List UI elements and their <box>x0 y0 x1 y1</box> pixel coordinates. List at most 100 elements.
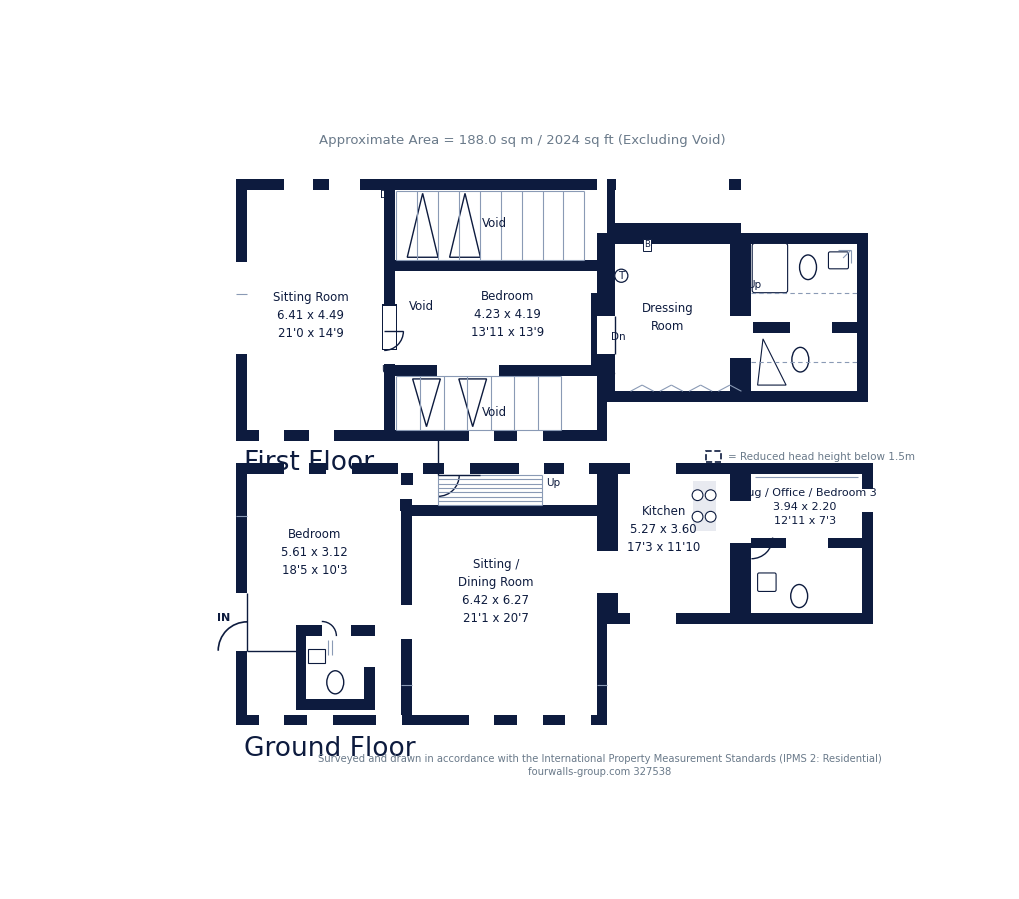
Bar <box>236 262 247 354</box>
Ellipse shape <box>326 671 343 694</box>
Bar <box>236 463 607 725</box>
Bar <box>384 369 394 430</box>
Bar <box>283 463 309 474</box>
Bar <box>364 636 375 667</box>
Text: Up: Up <box>746 280 760 290</box>
Bar <box>306 636 364 699</box>
Bar <box>309 430 334 441</box>
Bar <box>400 473 413 485</box>
Text: fourwalls-group.com 327538: fourwalls-group.com 327538 <box>528 767 671 777</box>
Bar <box>384 191 394 369</box>
Bar <box>296 626 375 710</box>
Text: Bedroom
5.61 x 3.12
18'5 x 10'3: Bedroom 5.61 x 3.12 18'5 x 10'3 <box>281 528 347 576</box>
Bar <box>786 538 827 548</box>
Bar <box>618 474 730 613</box>
Bar <box>564 463 588 474</box>
FancyBboxPatch shape <box>827 252 848 269</box>
Bar <box>517 715 542 725</box>
Ellipse shape <box>799 255 815 280</box>
Text: Surveyed and drawn in accordance with the International Property Measurement Sta: Surveyed and drawn in accordance with th… <box>318 753 880 763</box>
FancyBboxPatch shape <box>757 573 775 592</box>
Bar <box>400 607 412 639</box>
Text: B: B <box>643 240 649 249</box>
Text: Up: Up <box>381 365 395 375</box>
Circle shape <box>704 490 715 501</box>
Bar <box>596 316 620 354</box>
Bar <box>444 463 469 474</box>
Bar <box>412 505 596 516</box>
Bar <box>607 463 740 624</box>
Polygon shape <box>757 339 786 385</box>
Bar <box>394 365 596 376</box>
Bar <box>376 715 401 725</box>
Bar <box>236 180 607 441</box>
Bar <box>400 505 412 605</box>
Bar <box>247 191 596 430</box>
Bar <box>629 613 663 624</box>
Bar <box>751 322 856 333</box>
Bar <box>308 649 324 663</box>
Text: T: T <box>618 271 624 280</box>
Bar <box>328 180 359 191</box>
Polygon shape <box>413 378 440 427</box>
Bar <box>751 245 856 391</box>
Bar <box>326 463 352 474</box>
Text: Void: Void <box>409 300 433 313</box>
Bar <box>614 245 730 391</box>
Bar <box>590 293 596 369</box>
Bar <box>596 180 607 234</box>
Text: Snug / Office / Bedroom 3
3.94 x 2.20
12'11 x 7'3: Snug / Office / Bedroom 3 3.94 x 2.20 12… <box>732 488 875 526</box>
Bar <box>437 365 498 376</box>
Bar <box>400 474 412 524</box>
Text: Sitting Room
6.41 x 4.49
21'0 x 14'9: Sitting Room 6.41 x 4.49 21'0 x 14'9 <box>273 291 348 341</box>
Bar <box>751 474 861 613</box>
Text: Dressing
Room: Dressing Room <box>641 302 693 333</box>
Bar <box>861 489 872 512</box>
Bar <box>604 234 740 402</box>
Text: First Floor: First Floor <box>244 450 374 476</box>
Bar <box>384 331 394 364</box>
Bar <box>740 463 872 624</box>
Bar <box>307 715 332 725</box>
Polygon shape <box>407 193 437 257</box>
Polygon shape <box>459 378 486 427</box>
Bar <box>397 463 423 474</box>
Ellipse shape <box>790 584 807 608</box>
Bar <box>692 481 715 531</box>
Bar <box>615 180 729 191</box>
Text: Dn: Dn <box>380 191 394 200</box>
Text: Sitting /
Dining Room
6.42 x 6.27
21'1 x 20'7: Sitting / Dining Room 6.42 x 6.27 21'1 x… <box>458 558 533 625</box>
Bar <box>614 191 730 223</box>
Bar <box>740 234 867 402</box>
Ellipse shape <box>791 347 808 372</box>
Bar <box>565 715 590 725</box>
Bar <box>641 613 676 624</box>
Bar <box>604 180 740 234</box>
Bar <box>730 191 752 223</box>
Bar <box>469 430 494 441</box>
Bar <box>383 306 395 349</box>
Text: Up: Up <box>545 478 559 488</box>
Bar <box>629 463 676 474</box>
Bar <box>283 180 313 191</box>
Bar <box>400 476 412 510</box>
Circle shape <box>692 490 702 501</box>
FancyBboxPatch shape <box>751 244 787 293</box>
Polygon shape <box>449 193 480 257</box>
Bar <box>789 322 832 333</box>
Bar <box>469 715 494 725</box>
Bar <box>400 639 412 715</box>
Circle shape <box>704 512 715 522</box>
Text: Bedroom
4.23 x 4.19
13'11 x 13'9: Bedroom 4.23 x 4.19 13'11 x 13'9 <box>470 289 543 339</box>
Bar <box>596 550 620 593</box>
Text: Approximate Area = 188.0 sq m / 2024 sq ft (Excluding Void): Approximate Area = 188.0 sq m / 2024 sq … <box>319 134 726 147</box>
Bar <box>705 451 720 462</box>
Bar <box>259 430 283 441</box>
Text: Kitchen
5.27 x 3.60
17'3 x 11'10: Kitchen 5.27 x 3.60 17'3 x 11'10 <box>627 505 700 555</box>
Bar <box>236 601 247 631</box>
Bar <box>236 593 247 651</box>
Bar <box>730 501 752 543</box>
Bar <box>399 499 412 511</box>
Text: Ground Floor: Ground Floor <box>244 736 415 762</box>
Text: IN: IN <box>217 612 230 623</box>
